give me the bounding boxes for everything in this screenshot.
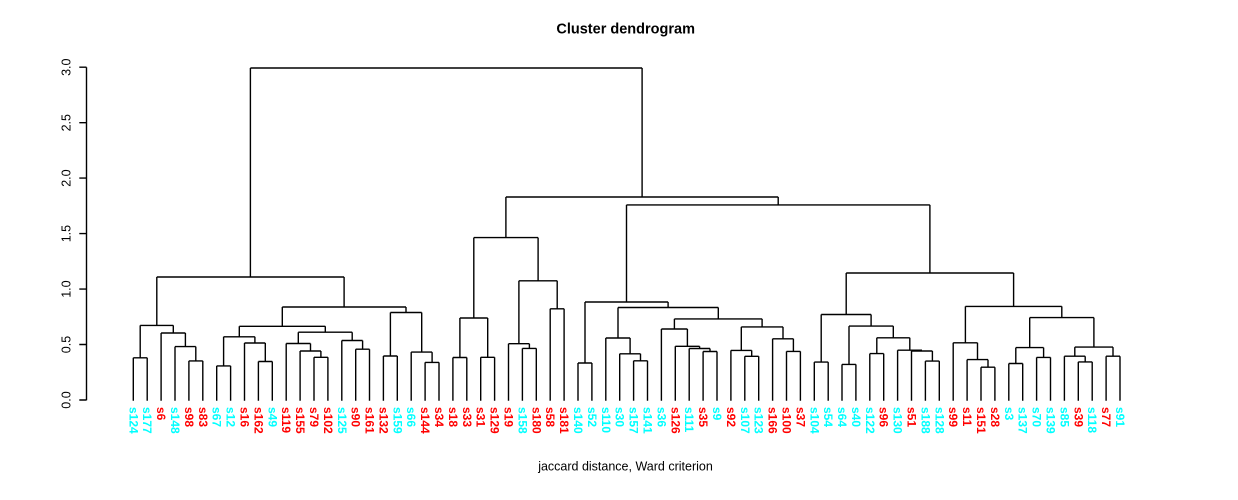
svg-text:s161: s161 bbox=[363, 407, 377, 434]
svg-text:1.0: 1.0 bbox=[60, 280, 74, 297]
svg-text:s157: s157 bbox=[627, 407, 641, 434]
svg-text:s151: s151 bbox=[974, 407, 988, 434]
svg-text:s36: s36 bbox=[654, 407, 668, 427]
svg-text:s180: s180 bbox=[529, 407, 543, 434]
svg-text:s126: s126 bbox=[668, 407, 682, 434]
svg-text:s123: s123 bbox=[752, 407, 766, 434]
svg-text:s100: s100 bbox=[780, 407, 794, 434]
svg-text:s49: s49 bbox=[265, 407, 279, 427]
svg-text:s137: s137 bbox=[1016, 407, 1030, 434]
svg-text:s111: s111 bbox=[682, 407, 696, 433]
svg-text:s140: s140 bbox=[571, 407, 585, 434]
svg-text:s9: s9 bbox=[710, 407, 724, 421]
svg-text:2.5: 2.5 bbox=[60, 114, 74, 131]
svg-text:s77: s77 bbox=[1099, 407, 1113, 427]
svg-text:0.5: 0.5 bbox=[60, 336, 74, 353]
svg-text:s31: s31 bbox=[474, 407, 488, 427]
svg-text:s141: s141 bbox=[641, 407, 655, 434]
svg-text:s177: s177 bbox=[140, 407, 154, 434]
svg-text:s6: s6 bbox=[154, 407, 168, 421]
svg-text:s96: s96 bbox=[877, 407, 891, 427]
svg-text:s16: s16 bbox=[238, 407, 252, 427]
svg-text:s33: s33 bbox=[460, 407, 474, 427]
svg-text:s125: s125 bbox=[335, 407, 349, 434]
svg-text:s66: s66 bbox=[404, 407, 418, 427]
svg-text:s34: s34 bbox=[432, 407, 446, 427]
svg-text:s144: s144 bbox=[418, 407, 432, 434]
svg-text:s110: s110 bbox=[599, 407, 613, 433]
svg-text:s39: s39 bbox=[1071, 407, 1085, 427]
svg-text:s130: s130 bbox=[891, 407, 905, 434]
svg-text:s35: s35 bbox=[696, 407, 710, 427]
svg-text:jaccard distance, Ward criteri: jaccard distance, Ward criterion bbox=[537, 460, 713, 474]
svg-text:s132: s132 bbox=[376, 407, 390, 434]
svg-text:s85: s85 bbox=[1057, 407, 1071, 427]
svg-text:s52: s52 bbox=[585, 407, 599, 427]
svg-text:s107: s107 bbox=[738, 407, 752, 434]
svg-text:s28: s28 bbox=[988, 407, 1002, 427]
svg-text:3.0: 3.0 bbox=[60, 58, 74, 75]
svg-text:s79: s79 bbox=[307, 407, 321, 427]
svg-text:s129: s129 bbox=[488, 407, 502, 434]
svg-text:s102: s102 bbox=[321, 407, 335, 434]
svg-text:s18: s18 bbox=[446, 407, 460, 427]
svg-text:s158: s158 bbox=[515, 407, 529, 434]
svg-text:s188: s188 bbox=[918, 407, 932, 434]
svg-text:s166: s166 bbox=[766, 407, 780, 434]
svg-text:s98: s98 bbox=[182, 407, 196, 427]
svg-text:s181: s181 bbox=[557, 407, 571, 434]
svg-text:s67: s67 bbox=[210, 407, 224, 427]
svg-text:s104: s104 bbox=[807, 407, 821, 434]
svg-text:s11: s11 bbox=[960, 407, 974, 427]
svg-text:s37: s37 bbox=[793, 407, 807, 427]
svg-text:s128: s128 bbox=[932, 407, 946, 434]
svg-text:s3: s3 bbox=[1002, 407, 1016, 421]
svg-text:s124: s124 bbox=[126, 407, 140, 434]
svg-text:s148: s148 bbox=[168, 407, 182, 434]
svg-text:s155: s155 bbox=[293, 407, 307, 434]
svg-text:s30: s30 bbox=[613, 407, 627, 427]
svg-text:s51: s51 bbox=[905, 407, 919, 427]
svg-text:s90: s90 bbox=[349, 407, 363, 427]
svg-text:s58: s58 bbox=[543, 407, 557, 427]
svg-text:1.5: 1.5 bbox=[60, 225, 74, 242]
svg-text:s83: s83 bbox=[196, 407, 210, 427]
svg-text:s70: s70 bbox=[1030, 407, 1044, 427]
svg-text:s40: s40 bbox=[849, 407, 863, 427]
svg-text:s159: s159 bbox=[390, 407, 404, 434]
svg-text:s119: s119 bbox=[279, 407, 293, 433]
svg-text:s139: s139 bbox=[1044, 407, 1058, 434]
svg-text:s162: s162 bbox=[251, 407, 265, 434]
svg-text:s118: s118 bbox=[1085, 407, 1099, 433]
svg-text:Cluster dendrogram: Cluster dendrogram bbox=[556, 21, 695, 37]
svg-text:s92: s92 bbox=[724, 407, 738, 427]
svg-text:2.0: 2.0 bbox=[60, 169, 74, 186]
svg-text:s64: s64 bbox=[835, 407, 849, 427]
svg-text:s12: s12 bbox=[224, 407, 238, 427]
svg-text:s99: s99 bbox=[946, 407, 960, 427]
svg-text:s54: s54 bbox=[821, 407, 835, 427]
svg-text:s122: s122 bbox=[863, 407, 877, 434]
svg-text:0.0: 0.0 bbox=[60, 391, 74, 408]
svg-text:s19: s19 bbox=[502, 407, 516, 427]
svg-text:s91: s91 bbox=[1113, 407, 1127, 427]
